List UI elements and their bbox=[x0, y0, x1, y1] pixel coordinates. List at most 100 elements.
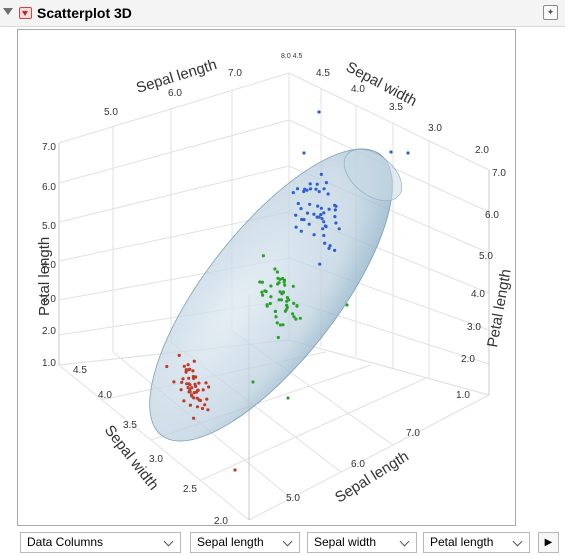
data-point bbox=[258, 280, 262, 284]
data-point bbox=[292, 315, 296, 319]
data-point bbox=[307, 222, 311, 226]
data-point bbox=[184, 368, 188, 372]
data-point bbox=[188, 388, 192, 392]
tick-top-corner: 8.0 4.5 bbox=[281, 53, 303, 60]
tick-pl-right: 3.0 bbox=[467, 322, 481, 333]
data-point bbox=[389, 150, 393, 154]
data-point bbox=[327, 207, 331, 211]
data-point bbox=[308, 202, 312, 206]
tick-pl-right: 4.0 bbox=[471, 289, 485, 300]
data-point bbox=[273, 309, 278, 313]
data-point bbox=[261, 293, 265, 297]
data-point bbox=[269, 295, 273, 299]
data-point bbox=[207, 385, 211, 389]
data-point bbox=[186, 363, 190, 367]
data-point bbox=[285, 305, 289, 310]
data-point bbox=[287, 298, 291, 302]
data-point bbox=[275, 321, 279, 325]
setosa-points bbox=[165, 353, 237, 472]
x-column-value: Sepal length bbox=[197, 535, 264, 549]
data-point bbox=[190, 386, 194, 390]
tick-pl-left: 6.0 bbox=[42, 182, 56, 193]
data-point bbox=[305, 188, 309, 192]
data-point bbox=[192, 416, 196, 420]
tick-pl-left: 4.0 bbox=[42, 260, 56, 271]
data-point bbox=[333, 248, 337, 252]
data-point bbox=[294, 213, 298, 217]
data-point bbox=[182, 399, 186, 403]
data-point bbox=[205, 397, 209, 401]
chevron-down-icon bbox=[282, 536, 293, 547]
data-columns-dropdown[interactable]: Data Columns bbox=[20, 532, 181, 553]
data-point bbox=[298, 316, 302, 320]
data-point bbox=[201, 388, 205, 392]
plot-3d-frame[interactable]: 7.0 6.0 5.0 4.0 3.0 2.0 1.0 7.0 6.0 5.0 … bbox=[17, 29, 516, 526]
tick-sl-bottom: 7.0 bbox=[406, 428, 420, 439]
data-point bbox=[196, 388, 200, 392]
data-point bbox=[190, 394, 194, 398]
data-point bbox=[275, 270, 279, 274]
pin-icon[interactable]: ✦ bbox=[543, 5, 558, 20]
tick-pl-left: 5.0 bbox=[42, 221, 56, 232]
z-column-value: Petal length bbox=[430, 535, 494, 549]
play-triangle-icon[interactable]: ▶ bbox=[538, 532, 559, 553]
tick-sw-bottom: 3.5 bbox=[123, 420, 137, 431]
data-point bbox=[333, 215, 337, 219]
data-point bbox=[281, 323, 285, 327]
data-point bbox=[198, 398, 202, 403]
tick-sl-top: 5.0 bbox=[104, 107, 118, 118]
tick-sw-top: 3.0 bbox=[428, 123, 442, 134]
data-point bbox=[337, 227, 341, 231]
data-point bbox=[283, 309, 287, 313]
data-point bbox=[192, 376, 196, 380]
data-point bbox=[200, 406, 205, 411]
data-point bbox=[251, 380, 255, 384]
data-point bbox=[274, 315, 278, 319]
data-point bbox=[192, 359, 196, 363]
data-point bbox=[187, 382, 191, 386]
data-point bbox=[184, 370, 188, 374]
data-point bbox=[292, 301, 296, 305]
data-point bbox=[195, 396, 199, 400]
data-point bbox=[195, 405, 200, 409]
data-point bbox=[187, 376, 191, 380]
data-point bbox=[295, 304, 299, 308]
tick-pl-left: 3.0 bbox=[42, 294, 56, 305]
collapse-triangle-icon[interactable] bbox=[3, 8, 13, 15]
tick-pl-right: 7.0 bbox=[492, 168, 506, 179]
data-columns-label: Data Columns bbox=[27, 535, 104, 549]
data-point bbox=[319, 206, 323, 210]
y-column-dropdown[interactable]: Sepal width bbox=[307, 532, 417, 553]
tick-sw-top: 4.0 bbox=[351, 84, 365, 95]
data-point bbox=[273, 267, 277, 271]
data-point bbox=[308, 187, 313, 191]
tick-sw-bottom: 3.0 bbox=[149, 454, 163, 465]
z-column-dropdown[interactable]: Petal length bbox=[423, 532, 530, 553]
normal-contour-ellipsoid bbox=[149, 148, 403, 442]
data-point bbox=[334, 204, 338, 208]
scatter-3d-canvas[interactable]: 7.0 6.0 5.0 4.0 3.0 2.0 1.0 7.0 6.0 5.0 … bbox=[18, 30, 515, 525]
data-point bbox=[278, 290, 282, 294]
data-point bbox=[291, 191, 295, 195]
data-point bbox=[286, 396, 290, 400]
data-point bbox=[283, 283, 287, 287]
data-point bbox=[277, 298, 281, 302]
chevron-down-icon bbox=[512, 536, 523, 547]
data-point bbox=[177, 353, 181, 357]
data-point bbox=[188, 403, 192, 407]
red-triangle-menu-icon[interactable] bbox=[19, 7, 32, 19]
data-point bbox=[324, 181, 328, 185]
data-point bbox=[182, 364, 186, 368]
tick-pl-right: 6.0 bbox=[485, 210, 499, 221]
data-point bbox=[276, 335, 280, 340]
data-point bbox=[308, 182, 312, 186]
tick-pl-left: 1.0 bbox=[42, 358, 56, 369]
x-column-dropdown[interactable]: Sepal length bbox=[190, 532, 300, 553]
tick-sl-bottom: 5.0 bbox=[286, 493, 300, 504]
data-point bbox=[291, 312, 295, 316]
tick-sw-bottom: 2.0 bbox=[214, 516, 228, 525]
tick-sl-bottom: 6.0 bbox=[351, 459, 365, 470]
tick-pl-left: 7.0 bbox=[42, 142, 56, 153]
tick-sl-top: 7.0 bbox=[228, 68, 242, 79]
data-point bbox=[197, 381, 201, 385]
